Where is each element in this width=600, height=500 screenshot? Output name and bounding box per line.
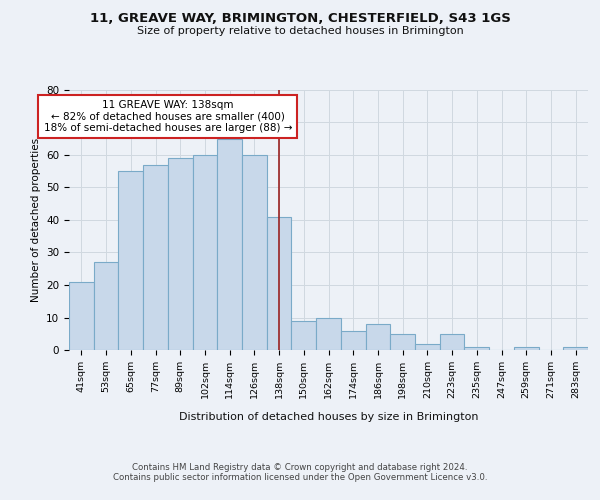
Bar (464, 347, 489, 350)
Bar (242, 155, 267, 350)
Bar (217, 138, 242, 350)
Bar (69, 282, 94, 350)
Bar (267, 217, 292, 350)
Bar (365, 324, 390, 350)
Bar (341, 330, 365, 350)
Bar (118, 171, 143, 350)
Text: 11, GREAVE WAY, BRIMINGTON, CHESTERFIELD, S43 1GS: 11, GREAVE WAY, BRIMINGTON, CHESTERFIELD… (89, 12, 511, 26)
Text: 11 GREAVE WAY: 138sqm
← 82% of detached houses are smaller (400)
18% of semi-det: 11 GREAVE WAY: 138sqm ← 82% of detached … (44, 100, 292, 133)
Bar (514, 347, 539, 350)
Bar (168, 158, 193, 350)
Bar (316, 318, 341, 350)
Bar (143, 164, 168, 350)
Text: Contains HM Land Registry data © Crown copyright and database right 2024.
Contai: Contains HM Land Registry data © Crown c… (113, 462, 487, 482)
Bar (292, 321, 316, 350)
Text: Distribution of detached houses by size in Brimington: Distribution of detached houses by size … (179, 412, 479, 422)
Bar (94, 262, 118, 350)
Y-axis label: Number of detached properties: Number of detached properties (31, 138, 41, 302)
Bar (440, 334, 464, 350)
Text: Size of property relative to detached houses in Brimington: Size of property relative to detached ho… (137, 26, 463, 36)
Bar (193, 155, 217, 350)
Bar (563, 347, 588, 350)
Bar (415, 344, 440, 350)
Bar (390, 334, 415, 350)
